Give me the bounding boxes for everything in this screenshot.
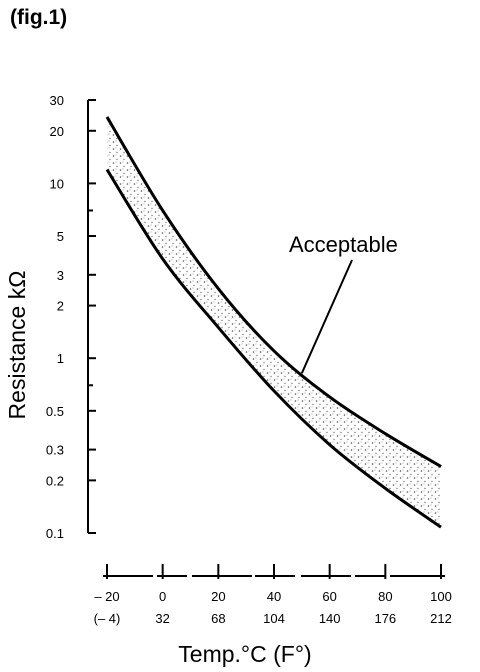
x-tick-label-celsius: 100: [430, 589, 452, 604]
x-tick-label-celsius: 60: [322, 589, 336, 604]
x-axis-title: Temp.°C (F°): [178, 641, 311, 667]
x-tick-label-celsius: 20: [211, 589, 225, 604]
y-tick-label: 3: [57, 268, 64, 283]
x-tick-label-fahrenheit: 212: [430, 611, 452, 626]
x-tick-label-fahrenheit: 104: [263, 611, 285, 626]
y-tick-label: 30: [50, 93, 64, 108]
y-tick-label: 2: [57, 299, 64, 314]
y-tick-label: 0.5: [46, 404, 64, 419]
y-tick-label: 10: [50, 176, 64, 191]
y-tick-label: 0.1: [46, 526, 64, 541]
y-tick-label: 1: [57, 351, 64, 366]
lower-limit-curve: [105, 168, 442, 529]
x-tick-label-fahrenheit: 68: [211, 611, 225, 626]
y-tick-label: 0.2: [46, 473, 64, 488]
x-tick-label-fahrenheit: 176: [374, 611, 396, 626]
x-tick-label-celsius: – 20: [94, 589, 119, 604]
annotation-acceptable: Acceptable: [289, 232, 398, 257]
x-tick-label-fahrenheit: 140: [319, 611, 341, 626]
figure-label: (fig.1): [10, 6, 67, 29]
annotation-leader-line: [300, 259, 353, 374]
x-tick-label-celsius: 80: [378, 589, 392, 604]
x-tick-label-celsius: 0: [159, 589, 166, 604]
y-tick-label: 5: [57, 229, 64, 244]
acceptable-band: [107, 116, 441, 528]
x-tick-label-fahrenheit: (– 4): [94, 611, 121, 626]
x-tick-label-celsius: 40: [267, 589, 281, 604]
y-tick-label: 20: [50, 124, 64, 139]
y-axis-title: Resistance kΩ: [4, 271, 30, 420]
x-tick-label-fahrenheit: 32: [155, 611, 169, 626]
upper-limit-curve: [105, 116, 442, 468]
y-tick-label: 0.3: [46, 443, 64, 458]
